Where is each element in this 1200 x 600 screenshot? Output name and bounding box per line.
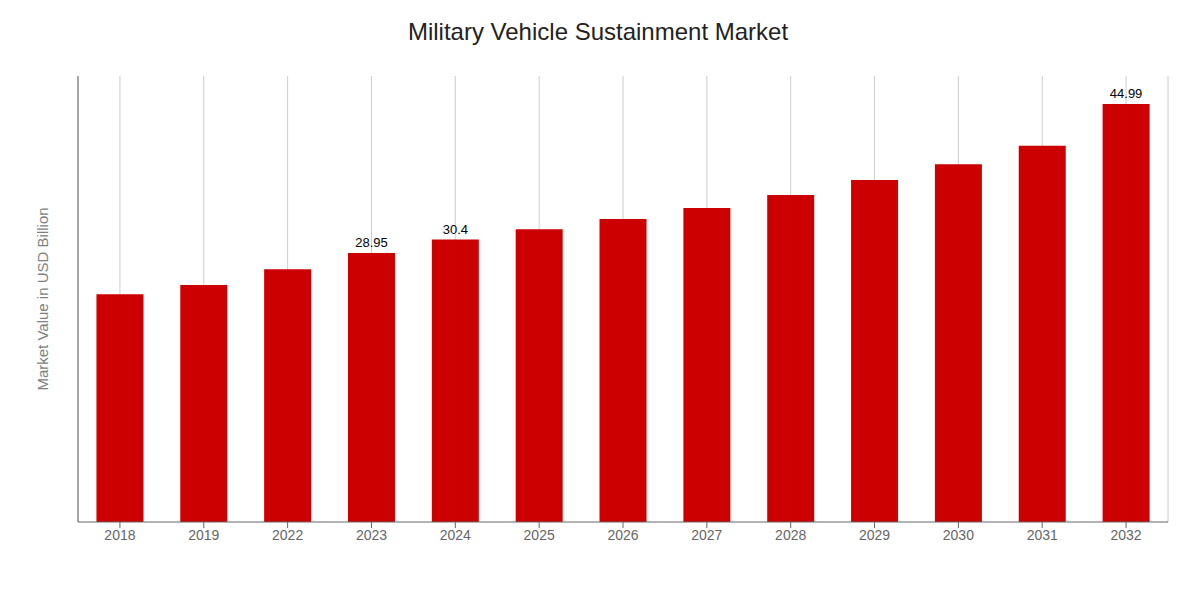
svg-text:2024: 2024 [440, 527, 471, 543]
svg-text:2018: 2018 [104, 527, 135, 543]
svg-text:44.99: 44.99 [1110, 86, 1143, 101]
svg-text:2023: 2023 [356, 527, 387, 543]
svg-text:2026: 2026 [607, 527, 638, 543]
svg-text:2022: 2022 [272, 527, 303, 543]
svg-text:2031: 2031 [1027, 527, 1058, 543]
svg-text:28.95: 28.95 [355, 235, 388, 250]
svg-text:2029: 2029 [859, 527, 890, 543]
svg-text:Market Value in USD Billion: Market Value in USD Billion [34, 207, 51, 390]
svg-text:2027: 2027 [691, 527, 722, 543]
svg-text:2028: 2028 [775, 527, 806, 543]
svg-text:2025: 2025 [524, 527, 555, 543]
html-text:Military Vehicle Sustainment M: Military Vehicle Sustainment Market [407, 18, 789, 45]
svg-text:2030: 2030 [943, 527, 974, 543]
svg-text:2019: 2019 [188, 527, 219, 543]
svg-text:2032: 2032 [1110, 527, 1141, 543]
svg-text:30.4: 30.4 [443, 222, 468, 237]
